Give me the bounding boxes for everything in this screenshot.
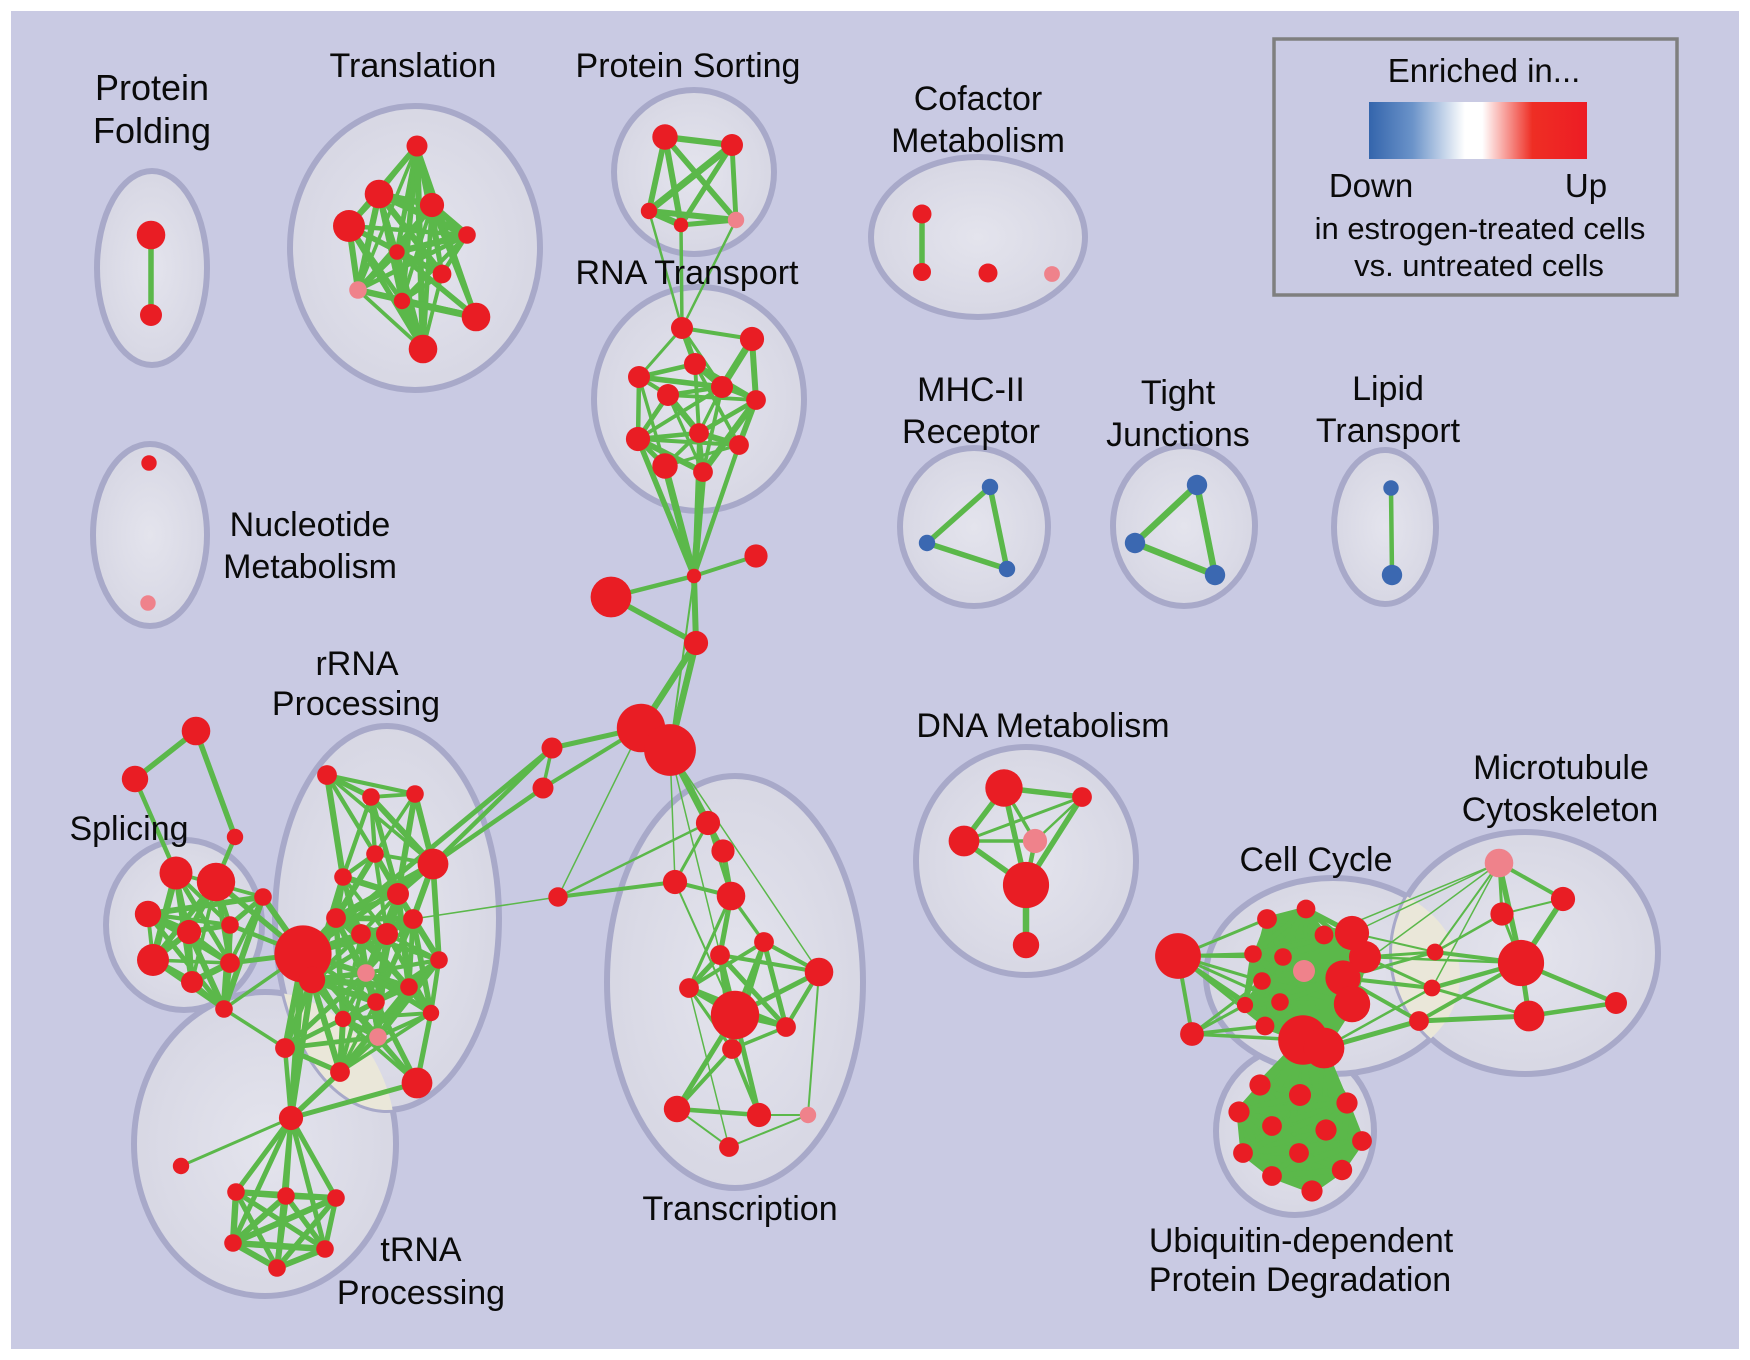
svg-text:Lipid: Lipid	[1352, 370, 1424, 408]
svg-text:Protein: Protein	[95, 67, 209, 108]
svg-text:Protein Sorting: Protein Sorting	[576, 47, 801, 85]
svg-text:Processing: Processing	[272, 685, 440, 723]
svg-text:Processing: Processing	[337, 1274, 505, 1312]
svg-text:MHC-II: MHC-II	[917, 371, 1025, 409]
svg-text:RNA Transport: RNA Transport	[576, 254, 800, 292]
svg-text:Tight: Tight	[1141, 374, 1216, 412]
svg-text:Metabolism: Metabolism	[891, 122, 1065, 160]
svg-text:Splicing: Splicing	[69, 810, 188, 848]
svg-text:Metabolism: Metabolism	[223, 548, 397, 586]
svg-text:in estrogen-treated cells: in estrogen-treated cells	[1315, 211, 1646, 246]
svg-text:Ubiquitin-dependent: Ubiquitin-dependent	[1149, 1222, 1454, 1260]
svg-text:Cofactor: Cofactor	[914, 80, 1043, 118]
svg-text:Translation: Translation	[330, 47, 497, 85]
svg-text:DNA Metabolism: DNA Metabolism	[916, 707, 1169, 745]
svg-text:Transcription: Transcription	[642, 1190, 837, 1228]
svg-text:rRNA: rRNA	[315, 645, 398, 683]
svg-text:Folding: Folding	[93, 110, 211, 151]
svg-text:tRNA: tRNA	[380, 1231, 462, 1269]
svg-text:Up: Up	[1565, 167, 1607, 204]
svg-text:Microtubule: Microtubule	[1473, 749, 1649, 787]
svg-text:Cell Cycle: Cell Cycle	[1239, 841, 1392, 879]
svg-text:Protein Degradation: Protein Degradation	[1149, 1261, 1451, 1299]
svg-text:vs. untreated cells: vs. untreated cells	[1354, 248, 1604, 283]
svg-text:Enriched in...: Enriched in...	[1388, 52, 1581, 89]
svg-text:Down: Down	[1329, 167, 1413, 204]
svg-text:Cytoskeleton: Cytoskeleton	[1462, 791, 1659, 829]
svg-text:Nucleotide: Nucleotide	[230, 506, 391, 544]
svg-text:Transport: Transport	[1316, 412, 1461, 450]
svg-text:Receptor: Receptor	[902, 413, 1040, 451]
svg-text:Junctions: Junctions	[1106, 416, 1250, 454]
